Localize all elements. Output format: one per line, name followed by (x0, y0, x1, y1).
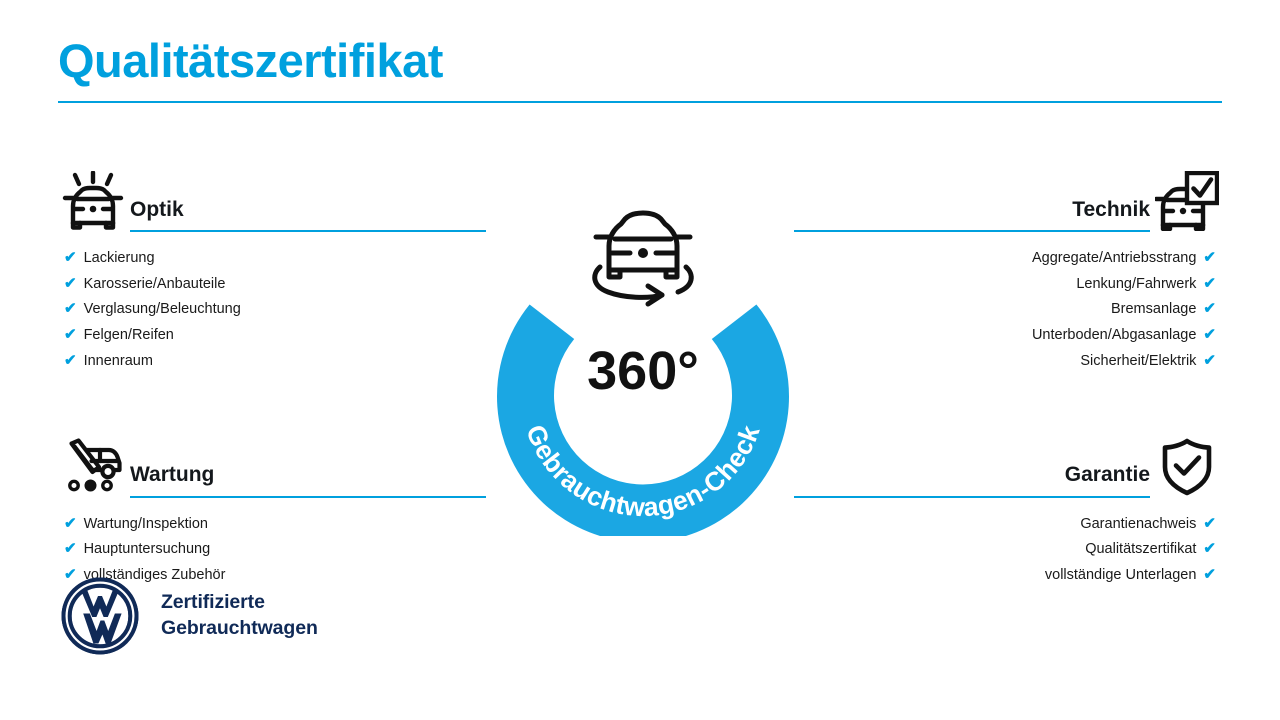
technik-checklist: ✔ Aggregate/Antriebsstrang ✔ Lenkung/Fah… (794, 234, 1224, 375)
check-icon: ✔ (1203, 514, 1216, 532)
list-item-label: Unterboden/Abgasanlage (1031, 327, 1197, 344)
ring-arc (497, 304, 789, 536)
section-divider (130, 230, 486, 232)
car-front-checkbox-icon (1150, 168, 1224, 234)
list-item: ✔ Hauptuntersuchung (56, 537, 486, 563)
check-icon: ✔ (64, 540, 77, 558)
list-item: ✔ Lenkung/Fahrwerk (794, 272, 1224, 298)
section-wartung-header: Wartung (56, 434, 486, 500)
check-icon: ✔ (1203, 565, 1216, 583)
wartung-checklist: ✔ Wartung/Inspektion ✔ Hauptuntersuchung… (56, 500, 486, 589)
list-item-label: Sicherheit/Elektrik (1080, 352, 1197, 369)
section-optik: Optik ✔ Lackierung ✔ Karosserie/Anbautei… (56, 168, 486, 375)
header: Qualitätszertifikat (58, 34, 1222, 104)
vw-top-mark (81, 589, 119, 617)
badge-center-label: 360° (587, 341, 699, 401)
list-item-label: Lackierung (83, 250, 155, 266)
list-item: ✔ Sicherheit/Elektrik (794, 349, 1224, 375)
footer-line-2: Gebrauchtwagen (161, 617, 318, 639)
pencil-car-service-icon (56, 434, 130, 500)
list-item: ✔ Innenraum (56, 349, 486, 375)
list-item: ✔ Verglasung/Beleuchtung (56, 297, 486, 323)
list-item-label: vollständige Unterlagen (1044, 566, 1197, 583)
section-wartung-title-wrap: Wartung (130, 463, 486, 499)
section-divider (794, 230, 1150, 232)
check-icon: ✔ (1203, 249, 1216, 266)
list-item: ✔ Wartung/Inspektion (56, 512, 486, 538)
footer-line-1: Zertifizierte (161, 591, 265, 614)
garantie-checklist: ✔ Garantienachweis ✔ Qualitätszertifikat… (794, 500, 1224, 589)
section-divider (794, 495, 1150, 498)
check-icon: ✔ (64, 300, 77, 318)
check-icon: ✔ (64, 274, 77, 292)
check-icon: ✔ (1203, 326, 1216, 344)
check-icon: ✔ (64, 326, 77, 344)
section-technik: Technik ✔ Aggregate/Antriebsstrang ✔ Len… (794, 168, 1224, 375)
vw-certified-logo: Zertifizierte Gebrauchtwagen (60, 576, 318, 656)
car-front-shine-icon (56, 168, 130, 234)
section-optik-header: Optik (56, 168, 486, 234)
shield-check-icon (1150, 434, 1224, 500)
section-garantie-header: Garantie (794, 434, 1224, 500)
section-title: Technik (1072, 197, 1150, 221)
list-item: ✔ Qualitätszertifikat (794, 537, 1224, 563)
list-item-label: Felgen/Reifen (83, 327, 174, 344)
section-title: Garantie (1064, 463, 1150, 487)
section-title: Wartung (130, 463, 215, 487)
badge-360-gebrauchtwagen-check: Gebrauchtwagen-Check 360° (483, 186, 803, 536)
section-title: Optik (130, 197, 184, 221)
page-title: Qualitätszertifikat (58, 34, 443, 87)
list-item: ✔ Karosserie/Anbauteile (56, 272, 486, 298)
list-item-label: Garantienachweis (1080, 515, 1197, 532)
list-item-label: Hauptuntersuchung (83, 541, 211, 558)
right-column: Technik ✔ Aggregate/Antriebsstrang ✔ Len… (794, 168, 1224, 589)
list-item-label: Bremsanlage (1110, 301, 1197, 318)
section-garantie: Garantie ✔ Garantienachweis ✔ Qualitätsz… (794, 434, 1224, 589)
section-optik-title-wrap: Optik (130, 198, 486, 234)
list-item-label: Qualitätszertifikat (1085, 541, 1197, 558)
list-item-label: Lenkung/Fahrwerk (1076, 275, 1197, 292)
section-divider (130, 495, 486, 498)
vw-bottom-mark (83, 613, 122, 644)
list-item: ✔ vollständige Unterlagen (794, 563, 1224, 589)
check-icon: ✔ (1203, 351, 1216, 369)
check-icon: ✔ (1203, 300, 1216, 318)
list-item-label: Karosserie/Anbauteile (83, 275, 226, 292)
section-garantie-title-wrap: Garantie (794, 463, 1150, 499)
check-icon: ✔ (1203, 274, 1216, 292)
section-technik-header: Technik (794, 168, 1224, 234)
list-item-label: Innenraum (83, 352, 153, 369)
check-icon: ✔ (64, 565, 77, 583)
footer-text: Zertifizierte Gebrauchtwagen (161, 590, 318, 641)
list-item-label: vollständiges Zubehör (83, 566, 226, 583)
list-item-label: Wartung/Inspektion (83, 515, 208, 532)
header-divider (58, 101, 1222, 104)
list-item-label: Aggregate/Antriebsstrang (1031, 250, 1197, 266)
section-technik-title-wrap: Technik (794, 198, 1150, 234)
list-item: ✔ Unterboden/Abgasanlage (794, 323, 1224, 349)
list-item: ✔ Felgen/Reifen (56, 323, 486, 349)
list-item: ✔ vollständiges Zubehör (56, 563, 486, 589)
check-icon: ✔ (64, 514, 77, 532)
list-item: ✔ Lackierung (56, 246, 486, 272)
optik-checklist: ✔ Lackierung ✔ Karosserie/Anbauteile ✔ V… (56, 234, 486, 375)
left-column: Optik ✔ Lackierung ✔ Karosserie/Anbautei… (56, 168, 486, 589)
check-icon: ✔ (1203, 540, 1216, 558)
check-icon: ✔ (64, 351, 77, 369)
list-item: ✔ Bremsanlage (794, 297, 1224, 323)
section-wartung: Wartung ✔ Wartung/Inspektion ✔ Hauptunte… (56, 434, 486, 589)
rotation-arrowhead (645, 283, 665, 307)
list-item: ✔ Aggregate/Antriebsstrang (794, 246, 1224, 272)
list-item-label: Verglasung/Beleuchtung (83, 301, 241, 318)
check-icon: ✔ (64, 249, 77, 266)
car-rotate-icon (592, 210, 694, 307)
list-item: ✔ Garantienachweis (794, 512, 1224, 538)
vw-roundel-icon (61, 577, 139, 655)
